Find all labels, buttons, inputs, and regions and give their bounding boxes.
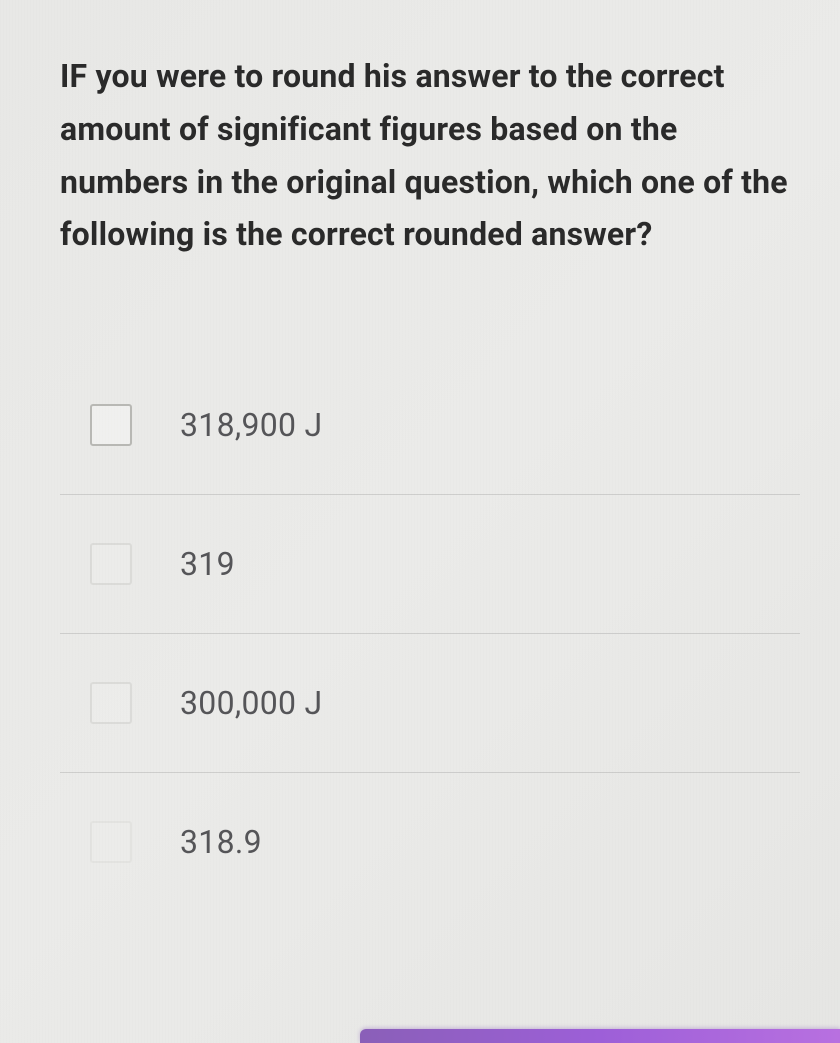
answer-option[interactable]: 318,900 J xyxy=(60,356,800,495)
checkbox-icon[interactable] xyxy=(90,821,132,863)
accent-bar xyxy=(360,1029,840,1043)
option-label: 319 xyxy=(180,545,235,583)
checkbox-icon[interactable] xyxy=(90,543,132,585)
answer-option[interactable]: 300,000 J xyxy=(60,634,800,773)
answer-option[interactable]: 318.9 xyxy=(60,773,800,873)
option-label: 300,000 J xyxy=(180,684,323,722)
option-label: 318,900 J xyxy=(180,406,323,444)
question-prompt: IF you were to round his answer to the c… xyxy=(60,50,800,261)
checkbox-icon[interactable] xyxy=(90,682,132,724)
option-label: 318.9 xyxy=(180,823,262,861)
answer-options-list: 318,900 J 319 300,000 J 318.9 xyxy=(60,356,800,873)
checkbox-icon[interactable] xyxy=(90,404,132,446)
answer-option[interactable]: 319 xyxy=(60,495,800,634)
